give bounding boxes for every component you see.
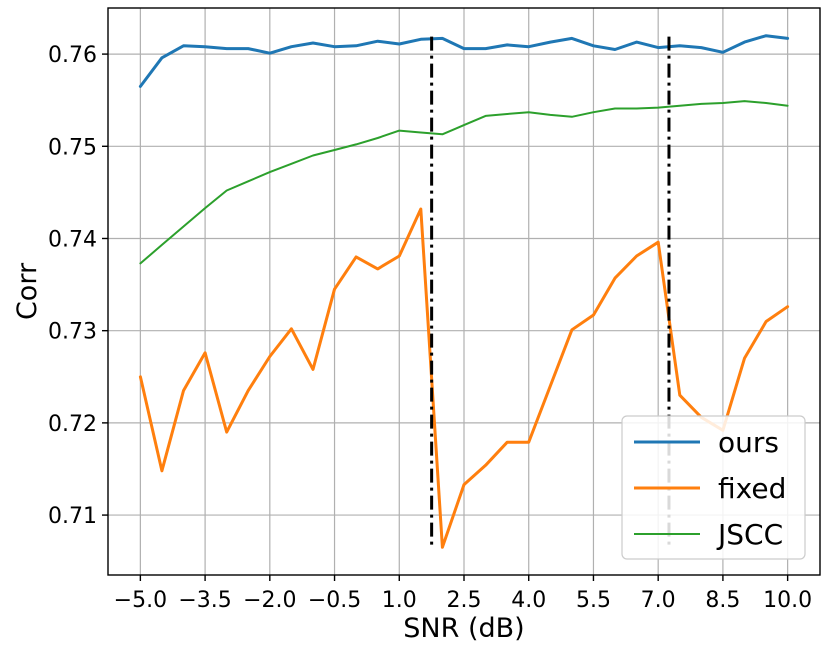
y-tick-label: 0.73 bbox=[48, 320, 97, 345]
y-tick-label: 0.76 bbox=[48, 43, 97, 68]
legend-items: ours fixed JSCC bbox=[634, 426, 786, 551]
y-tick-label: 0.74 bbox=[48, 227, 97, 252]
series-line-jscc bbox=[139, 100, 789, 265]
series-layer bbox=[138, 34, 790, 549]
legend: ours fixed JSCC bbox=[621, 415, 806, 560]
y-axis-title: Corr bbox=[12, 262, 43, 320]
x-axis-title: SNR (dB) bbox=[403, 613, 524, 644]
legend-box bbox=[621, 415, 806, 560]
series-line-fixed bbox=[138, 207, 790, 549]
x-tick-label: −3.5 bbox=[178, 588, 231, 613]
x-tick-label: 4.0 bbox=[511, 588, 546, 613]
x-tick-label: 7.0 bbox=[641, 588, 676, 613]
legend-label-ours: ours bbox=[718, 426, 779, 459]
vline-layer bbox=[430, 36, 671, 550]
x-tick-label: −5.0 bbox=[114, 588, 167, 613]
x-tick-label: 5.5 bbox=[576, 588, 611, 613]
legend-label-jscc: JSCC bbox=[716, 518, 783, 551]
x-tick-label: 8.5 bbox=[705, 588, 740, 613]
series-line-ours bbox=[138, 34, 790, 88]
x-tick-label: 2.5 bbox=[447, 588, 482, 613]
tick-layer: −5.0 −3.5 −2.0 −0.5 1.0 2.5 4.0 5.5 7.0 8.5 10.0 0.… bbox=[48, 43, 812, 613]
x-tick-label: −2.0 bbox=[243, 588, 296, 613]
x-tick-label: −0.5 bbox=[308, 588, 361, 613]
y-tick-label: 0.71 bbox=[48, 504, 97, 529]
x-tick-label: 10.0 bbox=[763, 588, 812, 613]
y-tick-label: 0.75 bbox=[48, 135, 97, 160]
x-tick-label: 1.0 bbox=[382, 588, 417, 613]
y-tick-label: 0.72 bbox=[48, 412, 97, 437]
legend-label-fixed: fixed bbox=[718, 472, 786, 505]
